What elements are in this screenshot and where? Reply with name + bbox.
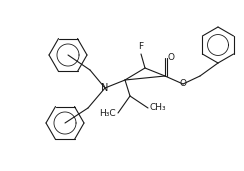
- Text: O: O: [168, 54, 175, 62]
- Text: F: F: [138, 42, 143, 51]
- Text: H₃C: H₃C: [99, 109, 116, 117]
- Text: O: O: [180, 80, 186, 89]
- Text: CH₃: CH₃: [150, 103, 167, 113]
- Text: N: N: [101, 83, 109, 93]
